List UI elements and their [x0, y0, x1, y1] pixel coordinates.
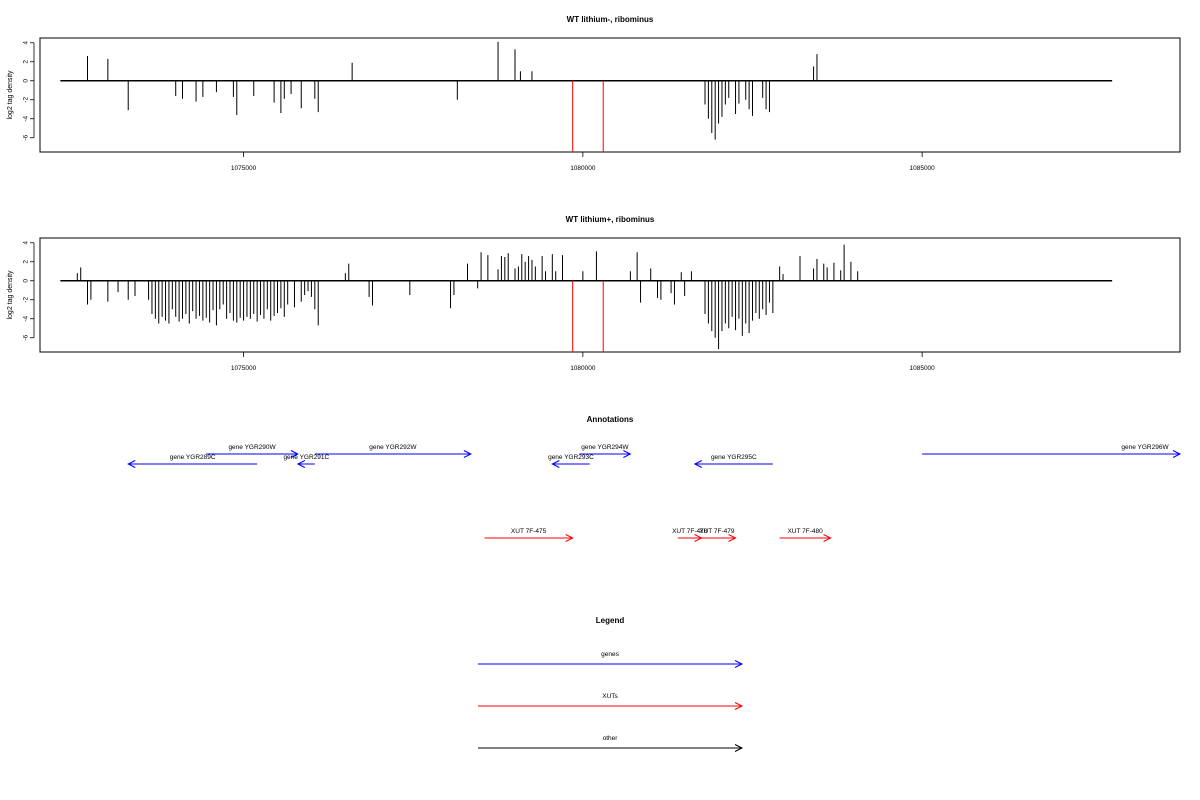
gene-label: gene YGR295C: [711, 454, 757, 461]
xut-label: XUT 7F-475: [511, 528, 547, 535]
gene-label: gene YGR290W: [228, 444, 276, 451]
xut-arrow: XUT 7F-480: [779, 528, 832, 542]
y-tick-label: 4: [23, 41, 30, 45]
x-tick-label: 1085000: [909, 365, 935, 372]
arrow-head: [1172, 450, 1182, 458]
legend-arrow: other: [478, 735, 744, 752]
y-tick-label: 2: [23, 60, 30, 64]
x-tick-label: 1080000: [570, 165, 596, 172]
legend-label: genes: [601, 651, 619, 658]
xut-label: XUT 7F-480: [787, 528, 823, 535]
y-axis-label: log2 tag density: [7, 270, 14, 320]
y-tick-label: 0: [23, 79, 30, 83]
panel-title: WT lithium-, ribominus: [567, 15, 654, 24]
y-tick-label: -4: [23, 115, 30, 121]
track-panel-1: WT lithium-, ribominus 4 2 0 -2 -4 -6 log2 tag …: [7, 15, 1181, 172]
gene-arrow: gene YGR289C: [127, 454, 258, 468]
gene-label: gene YGR289C: [170, 454, 216, 461]
gene-arrow: gene YGR296W: [922, 444, 1182, 458]
legend: Legend genes XUTs other: [478, 616, 744, 752]
plot-frame: [39, 237, 1181, 353]
arrow-head: [823, 534, 832, 542]
y-tick-label: -6: [23, 334, 30, 340]
arrow-head: [734, 744, 744, 752]
xut-arrow: XUT 7F-479: [698, 528, 737, 542]
legend-label: XUTs: [602, 693, 618, 700]
gene-arrow: gene YGR290W: [206, 444, 299, 458]
arrow-head: [734, 702, 744, 710]
arrow-head: [296, 460, 306, 468]
gene-label: gene YGR296W: [1121, 444, 1169, 451]
arrow-head: [565, 534, 574, 542]
legend-title: Legend: [596, 616, 625, 625]
gene-label: gene YGR294W: [581, 444, 629, 451]
arrow-head: [693, 460, 703, 468]
gene-label: gene YGR292W: [369, 444, 417, 451]
arrow-head: [734, 660, 744, 668]
arrow-head: [623, 450, 632, 458]
y-tick-label: 2: [23, 260, 30, 264]
y-tick-label: -6: [23, 134, 30, 140]
xut-arrow: XUT 7F-475: [484, 528, 574, 542]
xut-label: XUT 7F-479: [699, 528, 735, 535]
legend-arrow: genes: [478, 651, 744, 668]
gene-arrow: gene YGR294W: [579, 444, 632, 458]
panel-title: WT lithium+, ribominus: [566, 215, 655, 224]
x-tick-label: 1085000: [909, 165, 935, 172]
xut-label: XUT 7F-478: [672, 528, 708, 535]
arrow-head: [551, 460, 560, 468]
x-tick-label: 1075000: [231, 165, 257, 172]
track-panel-2: WT lithium+, ribominus 4 2 0 -2 -4 -6 log2 tag …: [7, 215, 1181, 372]
gene-label: gene YGR293C: [548, 454, 594, 461]
y-tick-label: -2: [23, 96, 30, 102]
x-tick-label: 1075000: [231, 365, 257, 372]
arrow-head: [728, 534, 737, 542]
gene-arrow: gene YGR291C: [283, 454, 330, 468]
y-axis-label: log2 tag density: [7, 70, 14, 120]
arrow-head: [463, 450, 473, 458]
legend-arrow: XUTs: [478, 693, 744, 710]
annotations-track: Annotations gene YGR289C gene YGR290W gene …: [127, 415, 1182, 542]
x-tick-label: 1080000: [570, 365, 596, 372]
gene-arrow: gene YGR293C: [548, 454, 594, 468]
annotations-title: Annotations: [587, 415, 634, 424]
arrow-head: [290, 450, 299, 458]
legend-label: other: [603, 735, 619, 742]
y-tick-label: 0: [23, 279, 30, 283]
y-tick-label: 4: [23, 241, 30, 245]
gene-arrow: gene YGR295C: [693, 454, 773, 468]
plot-frame: [39, 37, 1181, 153]
arrow-head: [127, 460, 136, 468]
gene-arrow: gene YGR292W: [314, 444, 473, 458]
y-tick-label: -2: [23, 296, 30, 302]
gene-label: gene YGR291C: [283, 454, 329, 461]
y-tick-label: -4: [23, 315, 30, 321]
